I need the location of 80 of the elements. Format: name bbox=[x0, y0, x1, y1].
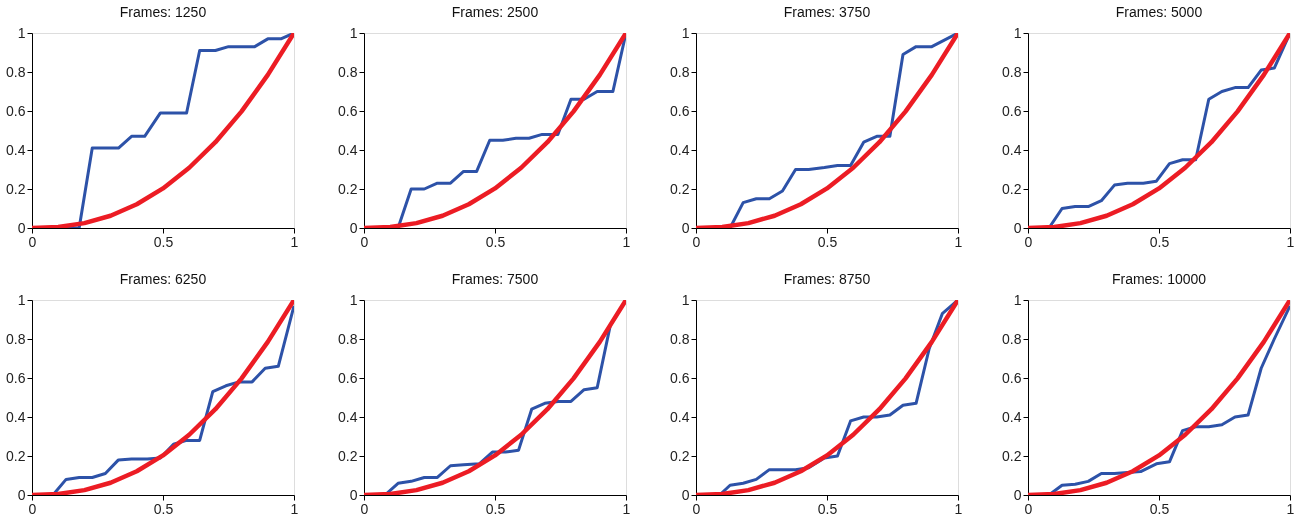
chart-title: Frames: 7500 bbox=[451, 271, 539, 287]
x-tick-label: 1 bbox=[622, 500, 631, 517]
y-tick-label: 0.8 bbox=[6, 63, 26, 80]
y-tick-label: 1 bbox=[681, 24, 690, 41]
x-tick-label: 1 bbox=[290, 500, 299, 517]
x-tick-label: 0 bbox=[28, 233, 37, 250]
y-tick-label: 0.4 bbox=[338, 141, 358, 158]
chart-title: Frames: 6250 bbox=[119, 271, 207, 287]
x-tick-label: 0 bbox=[1024, 233, 1033, 250]
x-tick-label: 0.5 bbox=[153, 233, 174, 250]
y-tick-label: 0.4 bbox=[6, 408, 26, 425]
y-tick-label: 1 bbox=[349, 24, 358, 41]
y-tick-label: 0 bbox=[1013, 219, 1022, 236]
x-tick-label: 1 bbox=[622, 233, 631, 250]
x-tick-label: 0.5 bbox=[485, 233, 506, 250]
y-tick-label: 0.6 bbox=[338, 102, 358, 119]
x-tick-label: 0 bbox=[360, 233, 369, 250]
chart-title: Frames: 10000 bbox=[1111, 271, 1207, 287]
x-tick-label: 1 bbox=[1286, 500, 1295, 517]
y-tick-label: 0 bbox=[349, 486, 358, 503]
y-tick-label: 0.8 bbox=[670, 330, 690, 347]
x-tick-label: 0 bbox=[360, 500, 369, 517]
y-tick-label: 0 bbox=[17, 219, 26, 236]
y-tick-label: 0.6 bbox=[6, 369, 26, 386]
y-tick-label: 0.8 bbox=[338, 63, 358, 80]
x-tick-label: 1 bbox=[290, 233, 299, 250]
y-tick-label: 1 bbox=[1013, 24, 1022, 41]
y-tick-label: 1 bbox=[17, 291, 26, 308]
y-tick-label: 0.6 bbox=[338, 369, 358, 386]
y-tick-label: 1 bbox=[681, 291, 690, 308]
y-tick-label: 1 bbox=[17, 24, 26, 41]
y-tick-label: 0.4 bbox=[670, 408, 690, 425]
y-tick-label: 1 bbox=[1013, 291, 1022, 308]
y-tick-label: 0.2 bbox=[6, 447, 26, 464]
x-tick-label: 0.5 bbox=[485, 500, 506, 517]
y-tick-label: 0 bbox=[681, 486, 690, 503]
y-tick-label: 0.4 bbox=[1002, 141, 1022, 158]
chart-title: Frames: 5000 bbox=[1115, 4, 1203, 20]
y-tick-label: 0.6 bbox=[1002, 102, 1022, 119]
x-tick-label: 1 bbox=[954, 233, 963, 250]
x-tick-label: 0 bbox=[28, 500, 37, 517]
chart-title: Frames: 1250 bbox=[119, 4, 207, 20]
x-tick-label: 0.5 bbox=[817, 233, 838, 250]
x-tick-label: 0.5 bbox=[153, 500, 174, 517]
x-tick-label: 0 bbox=[692, 233, 701, 250]
y-tick-label: 0.6 bbox=[6, 102, 26, 119]
y-tick-label: 0.4 bbox=[6, 141, 26, 158]
y-tick-label: 0 bbox=[1013, 486, 1022, 503]
y-tick-label: 0.2 bbox=[1002, 447, 1022, 464]
y-tick-label: 0.2 bbox=[338, 180, 358, 197]
y-tick-label: 0 bbox=[349, 219, 358, 236]
chart-title: Frames: 3750 bbox=[783, 4, 871, 20]
y-tick-label: 0.2 bbox=[670, 447, 690, 464]
y-tick-label: 0.2 bbox=[1002, 180, 1022, 197]
y-tick-label: 0.2 bbox=[338, 447, 358, 464]
y-tick-label: 0.2 bbox=[670, 180, 690, 197]
x-tick-label: 0 bbox=[692, 500, 701, 517]
y-tick-label: 0 bbox=[17, 486, 26, 503]
y-tick-label: 0.4 bbox=[1002, 408, 1022, 425]
y-tick-label: 0.8 bbox=[1002, 63, 1022, 80]
x-tick-label: 1 bbox=[1286, 233, 1295, 250]
x-tick-label: 0.5 bbox=[1149, 233, 1170, 250]
y-tick-label: 0.2 bbox=[6, 180, 26, 197]
chart-title: Frames: 8750 bbox=[783, 271, 871, 287]
x-tick-label: 1 bbox=[954, 500, 963, 517]
y-tick-label: 0.8 bbox=[6, 330, 26, 347]
y-tick-label: 0.6 bbox=[670, 102, 690, 119]
y-tick-label: 0.8 bbox=[670, 63, 690, 80]
y-tick-label: 0.6 bbox=[670, 369, 690, 386]
y-tick-label: 0.8 bbox=[338, 330, 358, 347]
y-tick-label: 0.4 bbox=[338, 408, 358, 425]
x-tick-label: 0.5 bbox=[817, 500, 838, 517]
x-tick-label: 0 bbox=[1024, 500, 1033, 517]
y-tick-label: 1 bbox=[349, 291, 358, 308]
chart-title: Frames: 2500 bbox=[451, 4, 539, 20]
y-tick-label: 0.4 bbox=[670, 141, 690, 158]
y-tick-label: 0.6 bbox=[1002, 369, 1022, 386]
x-tick-label: 0.5 bbox=[1149, 500, 1170, 517]
y-tick-label: 0.8 bbox=[1002, 330, 1022, 347]
y-tick-label: 0 bbox=[681, 219, 690, 236]
